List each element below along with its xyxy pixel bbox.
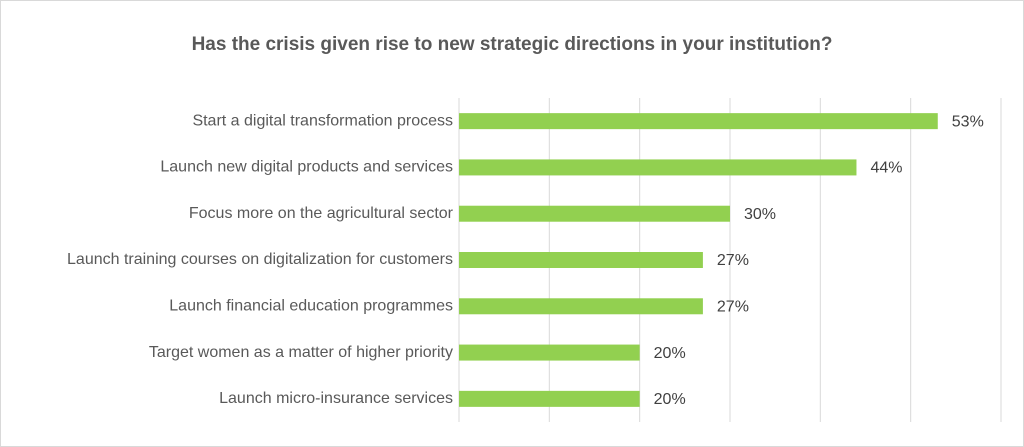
category-label: Launch training courses on digitalizatio… <box>67 251 453 268</box>
bar <box>459 344 640 361</box>
bar <box>459 298 703 315</box>
value-label: 44% <box>870 160 902 177</box>
value-label: 20% <box>654 391 686 408</box>
value-label: 20% <box>654 345 686 362</box>
category-label: Target women as a matter of higher prior… <box>149 344 453 361</box>
value-label: 53% <box>952 113 984 130</box>
bar <box>459 159 857 176</box>
value-label: 27% <box>717 299 749 316</box>
bar <box>459 205 730 222</box>
value-label: 30% <box>744 206 776 223</box>
bar <box>459 113 938 130</box>
category-label: Launch new digital products and services <box>160 159 453 176</box>
category-label: Launch financial education programmes <box>169 298 453 315</box>
category-label: Focus more on the agricultural sector <box>189 205 454 222</box>
category-label: Launch micro-insurance services <box>219 390 453 407</box>
bar <box>459 252 703 268</box>
value-label: 27% <box>717 252 749 269</box>
chart-title: Has the crisis given rise to new strateg… <box>191 34 833 55</box>
category-label: Start a digital transformation process <box>192 112 453 129</box>
bar <box>459 390 640 407</box>
